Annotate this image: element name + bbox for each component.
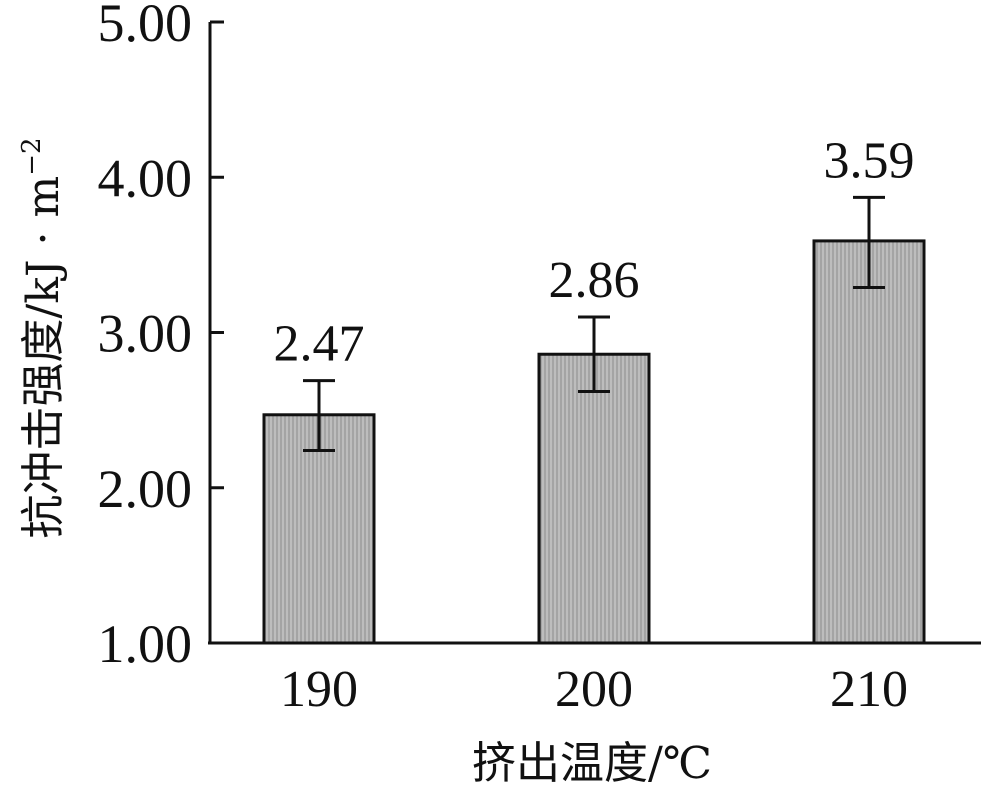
data-labels-layer: 2.47 2.86 3.59 — [274, 132, 915, 372]
y-tick-label-4.00: 4.00 — [98, 148, 193, 208]
y-tick-label-2.00: 2.00 — [98, 459, 193, 519]
x-tick-label-190: 190 — [280, 661, 358, 718]
error-bar-200 — [578, 315, 610, 393]
x-tick-label-210: 210 — [830, 661, 908, 718]
x-axis-title: 挤出温度/℃ — [472, 738, 712, 787]
bar-190 — [262, 413, 376, 645]
y-tick-label-5.00: 5.00 — [98, 0, 193, 53]
y-axis-title: 抗冲击强度/kJ · m−2 — [17, 137, 69, 538]
error-bar-190 — [303, 379, 335, 452]
x-ticks-layer: 190 200 210 — [280, 661, 908, 718]
data-label-200: 2.86 — [549, 252, 640, 309]
bar-210 — [812, 239, 926, 645]
error-bars-layer — [303, 195, 885, 452]
error-bar-210 — [853, 195, 885, 289]
bar-200 — [537, 352, 651, 645]
y-tick-label-3.00: 3.00 — [98, 304, 193, 364]
y-tick-label-1.00: 1.00 — [98, 614, 193, 674]
y-ticks-layer: 1.00 2.00 3.00 4.00 5.00 — [98, 0, 224, 674]
data-label-190: 2.47 — [274, 316, 365, 373]
y-axis-title-superscript: −2 — [17, 137, 47, 175]
y-axis-title-main: 抗冲击强度/kJ · m — [18, 176, 69, 539]
x-tick-label-200: 200 — [555, 661, 633, 718]
data-label-210: 3.59 — [824, 132, 915, 189]
